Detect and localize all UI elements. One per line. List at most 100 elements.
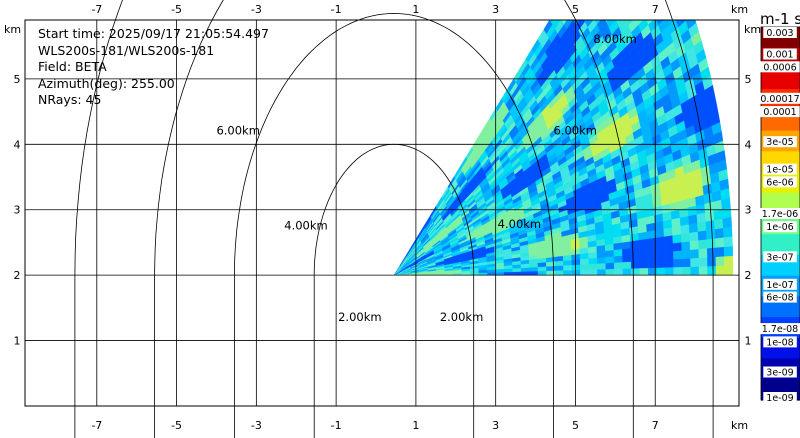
- scan-cell: [572, 20, 580, 26]
- scan-cell: [672, 233, 682, 244]
- scan-cell: [722, 216, 732, 229]
- scan-cell: [630, 253, 640, 262]
- range-ring-label: 4.00km: [498, 217, 541, 231]
- scan-cell: [529, 266, 539, 272]
- scan-cell: [563, 259, 573, 266]
- scan-cell: [664, 258, 674, 268]
- scan-cell: [597, 268, 607, 276]
- colorbar-tick-label: 1e-05: [766, 165, 793, 176]
- scan-cell: [638, 238, 648, 248]
- colorbar-tick-label: 1e-07: [766, 280, 793, 291]
- scan-cell: [627, 0, 637, 4]
- scan-cell: [554, 20, 565, 34]
- colorbar-label-bg: [760, 106, 800, 118]
- scan-cell: [670, 0, 680, 11]
- scan-cell: [637, 0, 647, 3]
- scan-cell: [580, 2, 589, 17]
- colorbar-tick-label: 1e-08: [766, 337, 793, 348]
- scan-cell: [543, 20, 553, 35]
- range-ring-label: 6.00km: [216, 123, 259, 137]
- x-tick-label-bottom: 5: [572, 419, 579, 432]
- scan-cell: [681, 257, 691, 268]
- scan-cell: [571, 258, 581, 266]
- colorbar-label-bg: [763, 336, 797, 348]
- scan-cell: [554, 260, 564, 267]
- scan-cell: [584, 20, 587, 22]
- scan-cell: [688, 222, 699, 233]
- scan-cell: [630, 0, 640, 11]
- x-tick-label-top: 7: [652, 3, 659, 16]
- range-ring-label: 8.00km: [593, 32, 636, 46]
- azimuth-label: Azimuth(deg): 255.00: [38, 76, 175, 91]
- scan-cell: [571, 269, 581, 276]
- range-ring: [234, 13, 554, 438]
- scan-cell: [707, 256, 717, 267]
- scan-cell: [706, 238, 716, 249]
- scan-cell: [556, 0, 565, 14]
- colorbar-tick-label: 3e-07: [766, 252, 793, 263]
- scan-cell: [639, 260, 649, 269]
- scan-cell: [680, 232, 691, 243]
- scan-cell: [617, 0, 627, 6]
- nrays-label: NRays: 45: [38, 92, 101, 107]
- scan-cell: [537, 266, 547, 272]
- scan-cell: [559, 5, 568, 20]
- scan-cell: [549, 20, 556, 25]
- y-tick-label-right: 4: [745, 138, 752, 151]
- scan-cell: [589, 0, 598, 13]
- scan-cell: [613, 248, 623, 257]
- scan-cell: [563, 264, 573, 271]
- colorbar-label-bg: [763, 392, 797, 403]
- scan-cell: [563, 20, 574, 30]
- scan-cell: [673, 250, 683, 260]
- colorbar-tick-label: 1.7e-08: [762, 324, 798, 335]
- y-tick-label-right: 1: [745, 335, 752, 348]
- scan-cell: [715, 246, 725, 257]
- colorbar-tick-label: 0.0001: [763, 107, 796, 118]
- scan-cell: [563, 269, 573, 276]
- scan-cell: [690, 257, 700, 267]
- colorbar-title: m-1 sr-1: [760, 10, 800, 28]
- scan-cell: [656, 267, 666, 276]
- scan-cell: [566, 20, 577, 35]
- colorbar-label-bg: [763, 136, 797, 148]
- scan-cell: [721, 207, 732, 219]
- scan-cell: [723, 236, 733, 248]
- scan-cell: [638, 20, 649, 33]
- scan-cell: [628, 20, 639, 33]
- scan-cell: [681, 249, 691, 259]
- colorbar-label-bg: [763, 278, 797, 290]
- scan-cell: [580, 269, 590, 276]
- scan-cell: [680, 224, 690, 235]
- scan-cell: [689, 239, 699, 250]
- scan-cell: [601, 1, 611, 16]
- scan-cell: [681, 266, 691, 276]
- scan-cell: [554, 270, 564, 276]
- scan-cell: [714, 227, 724, 239]
- colorbar-band: [761, 68, 800, 90]
- scan-cell: [622, 261, 632, 269]
- colorbar-tick-label: 0.001: [766, 50, 793, 61]
- field-label: Field: BETA: [38, 59, 107, 74]
- scan-cell: [630, 246, 640, 256]
- scan-cell: [588, 257, 598, 265]
- y-unit-left: km: [4, 23, 21, 36]
- scan-cell: [664, 250, 674, 260]
- colorbar-label-bg: [763, 291, 797, 303]
- scan-cell: [689, 248, 700, 259]
- scan-cell: [520, 271, 530, 276]
- colorbar-tick-label: 0.003: [766, 28, 793, 39]
- scan-cell: [715, 265, 725, 276]
- range-ring-label: 2.00km: [338, 310, 381, 324]
- scan-cell: [706, 247, 717, 258]
- colorbar-band: [761, 234, 800, 256]
- scan-cell: [623, 4, 633, 19]
- scan-cell: [630, 260, 640, 269]
- colorbar-tick-label: 1.7e-06: [762, 209, 798, 220]
- scan-cell: [631, 267, 641, 276]
- range-ring-label: 2.00km: [440, 310, 483, 324]
- colorbar-label-bg: [757, 323, 800, 335]
- x-tick-label-bottom: 3: [492, 419, 499, 432]
- range-rings: [74, 0, 714, 438]
